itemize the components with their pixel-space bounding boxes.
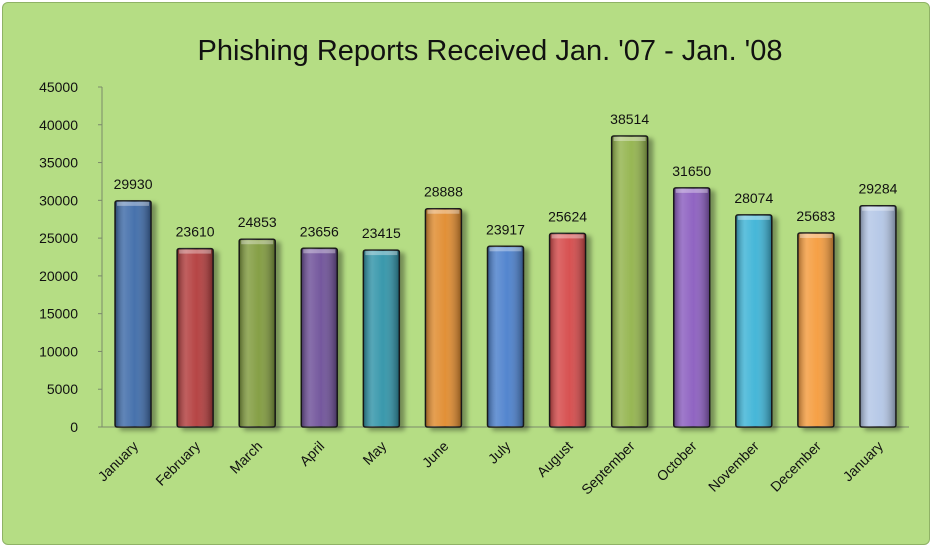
bar bbox=[424, 207, 463, 428]
bar bbox=[362, 249, 401, 428]
bar bbox=[735, 214, 773, 428]
data-label: 38514 bbox=[610, 111, 649, 127]
bar-top-highlight bbox=[365, 251, 398, 256]
y-tick-label: 20000 bbox=[39, 268, 78, 284]
bar-top-highlight bbox=[241, 240, 274, 245]
x-tick-label: November bbox=[705, 438, 762, 495]
bar-shading bbox=[859, 205, 896, 427]
bar-top-highlight bbox=[861, 206, 894, 211]
bar-shading bbox=[301, 248, 338, 427]
y-tick-label: 30000 bbox=[39, 192, 78, 208]
bar-top-highlight bbox=[179, 249, 212, 254]
data-label: 28074 bbox=[734, 190, 773, 206]
bar-top-highlight bbox=[737, 215, 770, 220]
x-tick-label: April bbox=[296, 438, 327, 469]
bar bbox=[859, 204, 897, 428]
x-tick-label: July bbox=[485, 438, 514, 467]
bar-shading bbox=[425, 208, 462, 427]
bar-shading bbox=[115, 200, 152, 427]
y-tick-label: 5000 bbox=[47, 381, 78, 397]
bar bbox=[672, 187, 711, 428]
data-label: 23610 bbox=[176, 224, 215, 240]
bar-shading bbox=[363, 250, 400, 427]
x-tick-label: January bbox=[95, 438, 142, 485]
bar-shading bbox=[797, 232, 834, 427]
y-tick-label: 40000 bbox=[39, 117, 78, 133]
y-tick-label: 10000 bbox=[39, 343, 78, 359]
bar bbox=[114, 200, 152, 428]
bar-top-highlight bbox=[489, 247, 522, 252]
data-labels: 29930 23610 24853 23656 23415 28888 23917 25624… bbox=[114, 111, 898, 241]
y-tick-label: 0 bbox=[70, 419, 78, 435]
bar bbox=[176, 247, 214, 428]
x-tick-label: February bbox=[152, 438, 203, 489]
data-label: 25624 bbox=[548, 208, 587, 224]
data-label: 23415 bbox=[362, 225, 401, 241]
data-label: 29930 bbox=[114, 176, 153, 192]
data-label: 25683 bbox=[796, 208, 835, 224]
bar-shading bbox=[239, 239, 276, 427]
bar-top-highlight bbox=[551, 234, 584, 239]
x-tick-label: December bbox=[767, 438, 824, 495]
x-tick-label: August bbox=[534, 438, 576, 480]
x-axis: January February March April May June July Augu… bbox=[95, 438, 886, 498]
y-axis: 0 5000 10000 15000 20000 25000 30000 35000 40000… bbox=[39, 79, 102, 435]
chart-title: Phishing Reports Received Jan. '07 - Jan… bbox=[198, 35, 783, 67]
y-tick-label: 15000 bbox=[39, 306, 78, 322]
bar-top-highlight bbox=[303, 249, 336, 254]
data-label: 31650 bbox=[672, 163, 711, 179]
bar bbox=[238, 238, 276, 428]
bar-shading bbox=[177, 248, 214, 427]
x-tick-label: March bbox=[226, 438, 265, 477]
data-label: 24853 bbox=[238, 214, 277, 230]
bar-top-highlight bbox=[613, 137, 646, 142]
bar bbox=[610, 135, 649, 428]
bar-top-highlight bbox=[117, 201, 150, 206]
bar-shading bbox=[487, 246, 524, 427]
bar bbox=[797, 232, 835, 428]
data-label: 23917 bbox=[486, 221, 525, 237]
bar bbox=[486, 245, 525, 428]
y-tick-label: 25000 bbox=[39, 230, 78, 246]
bar bbox=[300, 247, 339, 428]
bars bbox=[114, 135, 897, 428]
bar-shading bbox=[611, 136, 648, 427]
bar-chart: Phishing Reports Received Jan. '07 - Jan… bbox=[39, 35, 909, 498]
x-tick-label: September bbox=[578, 438, 638, 498]
bar bbox=[548, 232, 587, 428]
data-label: 28888 bbox=[424, 184, 463, 200]
x-tick-label: October bbox=[653, 438, 700, 485]
data-label: 29284 bbox=[858, 181, 897, 197]
bar-top-highlight bbox=[427, 209, 460, 214]
y-tick-label: 45000 bbox=[39, 79, 78, 95]
x-tick-label: January bbox=[840, 438, 887, 485]
bar-top-highlight bbox=[675, 188, 708, 193]
x-tick-label: May bbox=[359, 438, 389, 468]
bar-top-highlight bbox=[799, 233, 832, 238]
x-tick-label: June bbox=[419, 438, 452, 471]
y-tick-label: 35000 bbox=[39, 155, 78, 171]
data-label: 23656 bbox=[300, 223, 339, 239]
bar-shading bbox=[549, 233, 586, 427]
bar-shading bbox=[673, 187, 710, 427]
bar-shading bbox=[735, 214, 772, 427]
